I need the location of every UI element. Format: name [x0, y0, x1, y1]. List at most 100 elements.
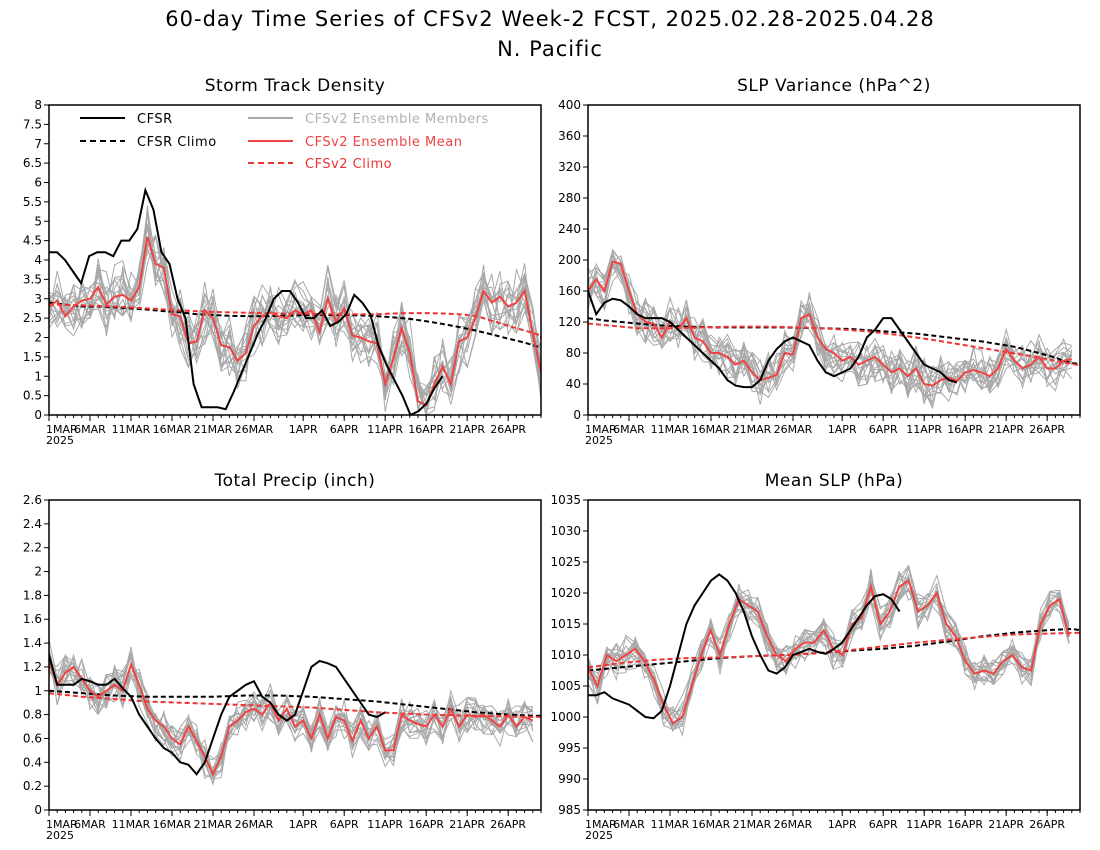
- ensemble-mean-line: [588, 579, 1070, 725]
- y-tick-label: 80: [566, 346, 581, 360]
- x-tick-label: 11APR: [906, 423, 942, 436]
- x-tick-label: 21MAR: [194, 423, 233, 436]
- x-tick-label: 26APR: [1029, 423, 1065, 436]
- cfsr-line: [49, 186, 444, 415]
- panel-title: Mean SLP (hPa): [765, 471, 904, 491]
- y-tick-label: 160: [558, 284, 581, 298]
- ensemble-member-line: [588, 262, 1073, 405]
- y-tick-label: 200: [558, 253, 581, 267]
- y-tick-label: 5: [34, 214, 42, 228]
- x-tick-label: 6MAR: [613, 818, 645, 831]
- x-tick-label: 16APR: [947, 423, 983, 436]
- legend: CFSR CFSR Climo CFSv2 Ensemble Members CFSv…: [80, 112, 489, 172]
- x-tick-label: 6APR: [330, 818, 359, 831]
- y-tick-label: 240: [558, 222, 581, 236]
- panel-title: Storm Track Density: [205, 76, 386, 96]
- panel-1: Storm Track Density 0 0.5 1 1.5 2 2.5 3 3.5 4 4.5 5…: [23, 76, 542, 447]
- y-tick-label: 8: [34, 98, 42, 112]
- y-tick-label: 40: [566, 377, 581, 391]
- cfsv2-climo-line: [588, 322, 1080, 367]
- y-tick-label: 1035: [550, 493, 581, 507]
- legend-label-ens_mean: CFSv2 Ensemble Mean: [305, 135, 462, 150]
- y-tick-label: 6.5: [23, 156, 42, 170]
- y-tick-label: 1025: [550, 555, 581, 569]
- ensemble-member-line: [49, 205, 541, 415]
- x-tick-label: 16APR: [408, 423, 444, 436]
- figure-title-line2: N. Pacific: [497, 37, 603, 61]
- x-tick-label: 1MAR: [46, 818, 78, 831]
- legend-label-cfsv2_climo: CFSv2 Climo: [305, 157, 392, 172]
- y-tick-label: 1015: [550, 617, 581, 631]
- cfsv2-climo-line: [49, 303, 541, 340]
- y-tick-label: 1.5: [23, 350, 42, 364]
- panel-3: Total Precip (inch) 0 0.2 0.4 0.6 0.8 1 1.2 1.4 1…: [23, 471, 542, 842]
- y-tick-label: 4.5: [23, 234, 42, 248]
- plot-area: [588, 248, 1080, 410]
- x-tick-label: 1APR: [289, 423, 318, 436]
- ensemble-member-line: [49, 638, 534, 779]
- cfsr-climo-line: [49, 301, 541, 348]
- y-tick-label: 1.8: [23, 588, 42, 602]
- y-tick-label: 0: [34, 408, 42, 422]
- ensemble-member-line: [49, 235, 541, 398]
- panels-group: Storm Track Density 0 0.5 1 1.5 2 2.5 3 3.5 4 4.5 5…: [23, 76, 1081, 842]
- y-tick-label: 1005: [550, 679, 581, 693]
- y-tick-label: 990: [558, 772, 581, 786]
- cfsr-line: [49, 654, 386, 776]
- legend-label-cfsr_climo: CFSR Climo: [137, 135, 217, 150]
- y-tick-label: 1.6: [23, 612, 42, 626]
- x-tick-label: 1APR: [828, 818, 857, 831]
- x-tick-label: 6APR: [869, 818, 898, 831]
- x-tick-label: 1APR: [289, 818, 318, 831]
- panel-4: Mean SLP (hPa) 985 990 995 1000 1005 1010 1015 1…: [550, 471, 1081, 842]
- x-tick-label: 26MAR: [774, 818, 813, 831]
- x-tick-label: 26APR: [490, 818, 526, 831]
- x-tick-label: 16APR: [947, 818, 983, 831]
- y-tick-label: 1: [34, 369, 42, 383]
- ensemble-member-line: [49, 235, 541, 401]
- y-tick-label: 320: [558, 160, 581, 174]
- ensemble-member-line: [49, 234, 541, 415]
- y-tick-label: 1: [34, 684, 42, 698]
- y-tick-label: 0.4: [23, 755, 42, 769]
- x-tick-label: 11MAR: [112, 818, 151, 831]
- y-tick-label: 985: [558, 803, 581, 817]
- y-tick-label: 0.6: [23, 731, 42, 745]
- ensemble-member-line: [49, 647, 534, 774]
- y-tick-label: 2.4: [23, 517, 42, 531]
- x-tick-label: 21APR: [988, 423, 1024, 436]
- panel-2: SLP Variance (hPa^2) 0 40 80 120 160 200 240 280…: [558, 76, 1081, 447]
- y-tick-label: 2: [34, 331, 42, 345]
- y-tick-label: 4: [34, 253, 42, 267]
- y-tick-label: 2: [34, 565, 42, 579]
- x-tick-label: 26MAR: [235, 423, 274, 436]
- x-tick-label: 6APR: [330, 423, 359, 436]
- cfsr-line: [588, 290, 958, 389]
- y-tick-label: 3.5: [23, 272, 42, 286]
- y-tick-label: 2.2: [23, 541, 42, 555]
- x-tick-label: 11MAR: [112, 423, 151, 436]
- x-tick-label: 16MAR: [692, 423, 731, 436]
- y-tick-label: 2.6: [23, 493, 42, 507]
- x-tick-label: 1APR: [828, 423, 857, 436]
- y-tick-label: 400: [558, 98, 581, 112]
- figure-title-line1: 60-day Time Series of CFSv2 Week-2 FCST,…: [165, 7, 934, 31]
- y-tick-label: 360: [558, 129, 581, 143]
- ensemble-member-line: [588, 258, 1073, 399]
- y-tick-label: 0: [573, 408, 581, 422]
- y-tick-label: 7.5: [23, 117, 42, 131]
- cfsr-climo-line: [588, 317, 1080, 365]
- x-tick-label: 11APR: [367, 423, 403, 436]
- y-tick-label: 0.5: [23, 389, 42, 403]
- legend-label-members: CFSv2 Ensemble Members: [305, 112, 489, 127]
- y-tick-label: 1.4: [23, 636, 42, 650]
- x-tick-label: 11MAR: [651, 818, 690, 831]
- x-tick-label: 11MAR: [651, 423, 690, 436]
- x-year-label: 2025: [585, 434, 613, 447]
- x-tick-label: 21MAR: [733, 423, 772, 436]
- x-year-label: 2025: [46, 829, 74, 842]
- x-tick-label: 16MAR: [692, 818, 731, 831]
- y-tick-label: 1010: [550, 648, 581, 662]
- ensemble-mean-line: [588, 260, 1072, 387]
